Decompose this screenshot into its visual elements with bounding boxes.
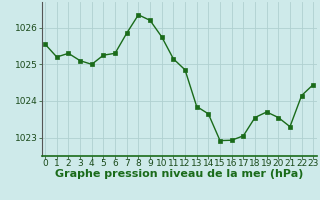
X-axis label: Graphe pression niveau de la mer (hPa): Graphe pression niveau de la mer (hPa) bbox=[55, 169, 303, 179]
